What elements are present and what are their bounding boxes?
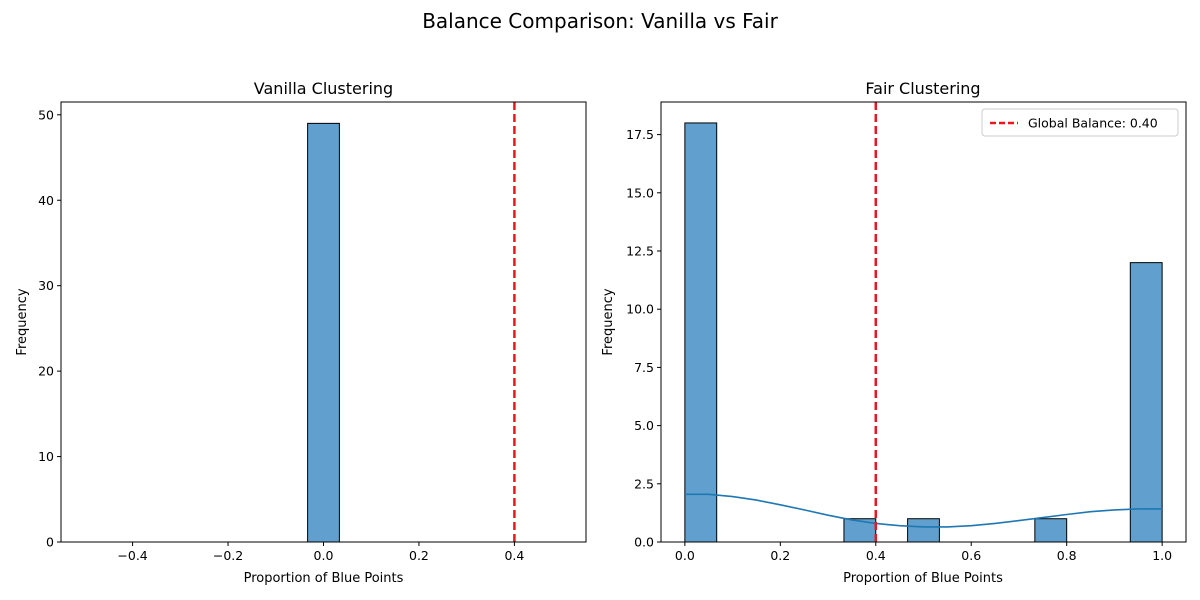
vanilla-y-tick-label: 40 <box>38 193 54 208</box>
fair-y-tick-label: 0.0 <box>634 535 654 550</box>
legend-label: Global Balance: 0.40 <box>1028 116 1158 131</box>
fair-x-tick-label: 0.0 <box>675 548 695 563</box>
fair-bar <box>1129 262 1163 543</box>
fair-y-tick-label: 5.0 <box>634 418 654 433</box>
vanilla-x-tick-label: 0.0 <box>314 548 334 563</box>
vanilla-x-tick-label: −0.4 <box>117 548 147 563</box>
fair-y-tick-label: 12.5 <box>626 243 654 258</box>
vanilla-x-axis-label: Proportion of Blue Points <box>244 571 404 586</box>
fair-bar <box>1034 518 1068 543</box>
fair-x-tick-label: 1.0 <box>1152 548 1172 563</box>
fair-y-tick-label: 2.5 <box>634 476 654 491</box>
fair-axes-frame <box>660 101 1187 543</box>
vanilla-y-tick-label: 30 <box>38 278 54 293</box>
legend: Global Balance: 0.40 <box>981 108 1179 137</box>
vanilla-x-tick-label: 0.2 <box>409 548 429 563</box>
vanilla-x-tick-label: −0.2 <box>213 548 243 563</box>
fair-x-tick-label: 0.8 <box>1057 548 1077 563</box>
fair-y-tick-label: 17.5 <box>626 127 654 142</box>
fair-clustering-axes: Fair Clustering Proportion of Blue Point… <box>601 79 1187 586</box>
fair-bar <box>684 122 718 543</box>
fair-bars <box>684 122 1163 543</box>
fair-y-tick-label: 7.5 <box>634 360 654 375</box>
vanilla-bars <box>84 122 563 543</box>
vanilla-axes-title: Vanilla Clustering <box>254 79 393 98</box>
fair-axes-title: Fair Clustering <box>865 79 980 98</box>
vanilla-bar <box>307 122 340 543</box>
legend-frame <box>981 108 1179 137</box>
fair-x-axis-label: Proportion of Blue Points <box>843 571 1003 586</box>
vanilla-y-tick-label: 20 <box>38 364 54 379</box>
fair-y-tick-label: 10.0 <box>626 302 654 317</box>
figure-title: Balance Comparison: Vanilla vs Fair <box>422 9 778 33</box>
vanilla-y-tick-label: 50 <box>38 107 54 122</box>
fair-y-tick-label: 15.0 <box>626 185 654 200</box>
vanilla-y-axis-label: Frequency <box>15 288 30 355</box>
vanilla-clustering-axes: Vanilla Clustering Proportion of Blue Po… <box>15 79 587 586</box>
vanilla-y-tick-label: 0 <box>46 535 54 550</box>
fair-kde-curve <box>684 493 1163 528</box>
vanilla-y-tick-label: 10 <box>38 449 54 464</box>
fair-x-tick-label: 0.4 <box>866 548 886 563</box>
fair-y-axis-label: Frequency <box>601 288 616 355</box>
fair-x-tick-label: 0.2 <box>770 548 790 563</box>
fair-x-tick-label: 0.6 <box>961 548 981 563</box>
vanilla-x-tick-label: 0.4 <box>504 548 524 563</box>
fair-bar <box>907 518 940 543</box>
